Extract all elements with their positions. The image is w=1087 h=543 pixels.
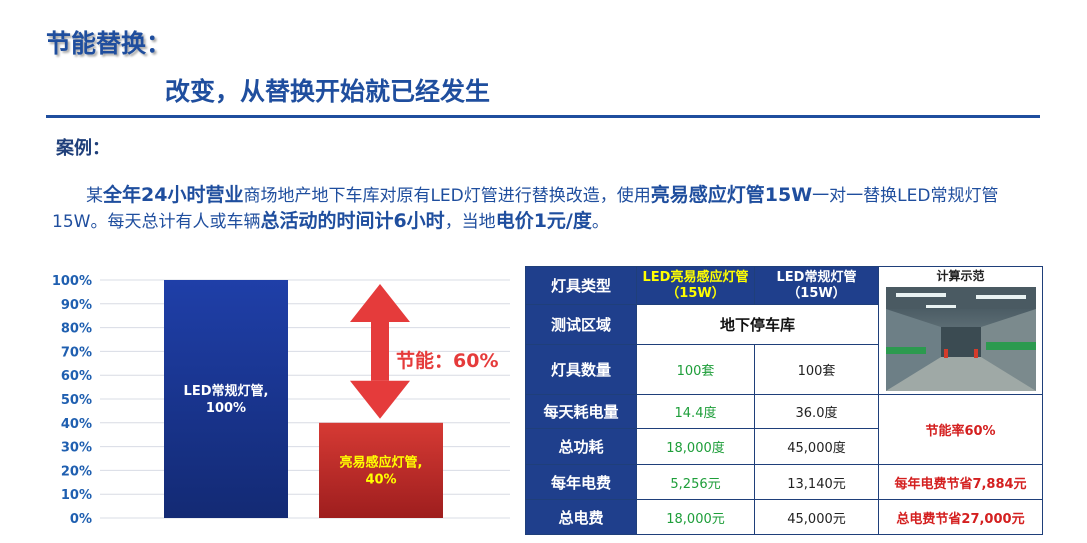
total-cost-led: 18,000元 <box>636 499 755 535</box>
count-std: 100套 <box>754 344 879 395</box>
case-label: 案例： <box>56 138 110 159</box>
row-label-total-power: 总功耗 <box>525 428 637 465</box>
bar-value-label: 40% <box>365 472 396 487</box>
y-tick-label: 50% <box>61 393 92 408</box>
table-row: 测试区域 地下停车库 <box>525 304 1043 345</box>
header-led-line1: LED亮易感应灯管 <box>642 269 749 285</box>
y-tick-label: 0% <box>70 512 92 527</box>
total-power-std: 45,000度 <box>754 428 879 465</box>
para-text-2: 商场地产地下车库对原有LED灯管进行替换改造，使用 <box>243 186 651 206</box>
yearly-std: 13,140元 <box>754 464 879 500</box>
y-tick-label: 90% <box>61 298 92 313</box>
row-label-count: 灯具数量 <box>525 344 637 395</box>
page-subtitle: 改变，从替换开始就已经发生 <box>165 77 491 106</box>
para-text-3: 一对一替换LED常规灯管15W。每天总计有人或车辆 <box>52 186 999 232</box>
saving-rate: 节能率60% <box>878 394 1043 465</box>
para-text-1: 某 <box>86 186 103 206</box>
row-label-yearly: 每年电费 <box>525 464 637 500</box>
daily-std: 36.0度 <box>754 394 879 429</box>
garage-illustration <box>885 287 1036 391</box>
table-row: 总电费 18,000元 45,000元 总电费节省27,000元 <box>525 499 1043 535</box>
savings-annotation: 节能：60% <box>396 349 498 372</box>
y-tick-label: 100% <box>52 274 92 289</box>
bar-label: LED常规灯管, <box>184 383 269 399</box>
arrow-shaft <box>371 321 389 381</box>
header-led-sensor: LED亮易感应灯管 （15W） <box>636 266 755 305</box>
count-led: 100套 <box>636 344 755 395</box>
para-bold-2: 亮易感应灯管15W <box>650 184 813 206</box>
header-std-line2: （15W） <box>787 285 846 301</box>
chart-bar <box>164 280 288 518</box>
header-type: 灯具类型 <box>525 266 637 305</box>
yearly-saving: 每年电费节省7,884元 <box>878 464 1043 500</box>
arrow-down-head <box>350 380 410 419</box>
savings-bar-chart: 100% 90% 80% 70% 60% 50% 40% 30% 20% 10% 0% LED常规灯管… <box>52 274 510 527</box>
title-divider <box>46 115 1040 118</box>
para-bold-4: 电价1元/度 <box>495 210 592 232</box>
y-tick-label: 40% <box>61 417 92 432</box>
y-tick-label: 80% <box>61 322 92 337</box>
bar-value-label: 100% <box>206 401 246 416</box>
calc-example-cell: 计算示范 <box>878 266 1043 395</box>
para-text-4: ，当地 <box>444 212 496 232</box>
calc-example-label: 计算示范 <box>936 269 985 283</box>
header-led-standard: LED常规灯管 （15W） <box>754 266 879 305</box>
para-bold-1: 全年24小时营业 <box>103 184 244 206</box>
chart-bar <box>319 422 443 518</box>
total-cost-saving: 总电费节省27,000元 <box>878 499 1043 535</box>
para-text-5: 。 <box>591 212 609 232</box>
header-std-line1: LED常规灯管 <box>776 269 857 285</box>
bar-label: 亮易感应灯管, <box>340 454 423 470</box>
daily-led: 14.4度 <box>636 394 755 429</box>
y-tick-label: 10% <box>61 488 92 503</box>
y-tick-label: 70% <box>61 345 92 360</box>
table-row: 灯具类型 LED亮易感应灯管 （15W） LED常规灯管 （15W） 计算示范 <box>525 266 1043 395</box>
header-led-line2: （15W） <box>666 285 725 301</box>
page-title: 节能替换： <box>46 29 172 58</box>
yearly-led: 5,256元 <box>636 464 755 500</box>
para-bold-3: 总活动的时间计6小时 <box>260 210 445 232</box>
y-tick-label: 60% <box>61 369 92 384</box>
total-cost-std: 45,000元 <box>754 499 879 535</box>
arrow-up-head <box>350 284 410 322</box>
table-row: 每天耗电量 14.4度 36.0度 节能率60% <box>525 394 1043 465</box>
table-row: 总功耗 18,000度 45,000度 <box>525 428 1043 465</box>
y-tick-label: 20% <box>61 464 92 479</box>
case-description: 某全年24小时营业商场地产地下车库对原有LED灯管进行替换改造，使用亮易感应灯管… <box>52 183 1042 235</box>
comparison-table: 灯具类型 LED亮易感应灯管 （15W） LED常规灯管 （15W） 计算示范 <box>525 266 1043 535</box>
y-tick-label: 30% <box>61 441 92 456</box>
row-label-daily: 每天耗电量 <box>525 394 637 429</box>
row-label-area: 测试区域 <box>525 304 637 345</box>
table-row: 每年电费 5,256元 13,140元 每年电费节省7,884元 <box>525 464 1043 500</box>
area-value: 地下停车库 <box>636 304 879 345</box>
row-label-total-cost: 总电费 <box>525 499 637 535</box>
parking-garage-photo <box>885 287 1036 391</box>
total-power-led: 18,000度 <box>636 428 755 465</box>
